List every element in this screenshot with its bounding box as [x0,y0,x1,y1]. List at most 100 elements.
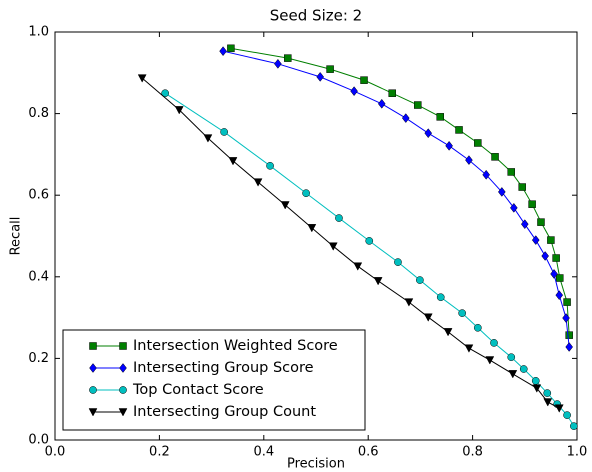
marker [482,169,490,180]
marker [280,201,290,210]
y-tick-label: 0.4 [28,269,49,284]
marker [473,323,482,332]
marker [424,128,433,139]
marker [554,404,564,413]
x-tick-label: 0.0 [45,445,66,460]
marker [423,313,433,322]
marker [328,242,338,251]
marker [541,251,549,261]
marker [519,365,528,373]
marker [416,276,424,284]
marker [562,313,570,323]
marker [491,153,499,161]
marker [498,187,506,197]
legend-marker [89,363,97,373]
marker [436,113,444,121]
marker [302,189,310,198]
y-tick-label: 0.2 [28,351,49,366]
marker [203,134,213,143]
marker [284,54,292,62]
marker [547,236,555,244]
marker [274,58,282,69]
marker [520,219,529,230]
marker [528,200,536,208]
legend-label: Top Contact Score [132,382,264,398]
legend-marker [119,342,127,350]
x-tick-label: 0.8 [462,445,483,460]
marker [464,344,474,353]
marker [219,46,227,57]
marker [316,71,324,82]
marker [474,139,482,147]
marker [373,277,383,286]
marker [174,106,184,115]
marker [518,183,526,191]
marker [563,411,571,419]
marker [227,44,235,53]
marker [228,157,238,166]
x-axis-label: Precision [287,457,345,472]
marker [350,86,358,97]
marker [414,101,422,109]
legend-label: Intersecting Group Score [133,360,314,376]
marker [507,168,515,176]
marker [266,161,274,170]
y-tick-label: 0.6 [28,188,49,203]
series-line [230,47,570,336]
marker [404,298,414,307]
legend-marker [89,342,97,350]
legend: Intersection Weighted Score Intersecting … [62,329,366,431]
marker [490,339,498,347]
marker [436,293,445,302]
marker [307,224,317,233]
marker [570,422,578,430]
marker [543,389,552,397]
marker [507,353,516,362]
y-tick-label: 1.0 [28,25,49,40]
legend-marker [119,386,127,394]
marker [458,309,467,317]
legend-box [62,329,366,431]
marker [565,331,573,339]
marker [485,356,495,365]
marker [445,140,453,151]
y-axis-label: Recall [9,217,24,256]
marker [388,89,396,97]
plot-frame [54,31,578,441]
marker [510,202,518,213]
legend-label: Intersecting Group Count [133,404,316,420]
marker [377,98,386,109]
y-tick-label: 0.8 [28,106,49,121]
marker [465,155,473,166]
marker [550,269,558,279]
marker [455,126,463,134]
marker [401,113,410,123]
x-tick-label: 0.6 [358,445,379,460]
marker [537,218,545,226]
marker [253,178,263,187]
marker [555,290,564,301]
marker [394,258,402,266]
marker [220,128,228,136]
marker [563,298,571,306]
legend-marker [89,386,97,394]
legend-marker [119,363,127,373]
y-tick-label: 0.0 [28,433,49,448]
marker [365,237,374,245]
marker [326,65,334,73]
marker [360,76,368,84]
marker [353,262,363,271]
chart-title: Seed Size: 2 [270,7,362,25]
marker [531,235,540,245]
marker [161,89,169,98]
legend-label: Intersection Weighted Score [133,338,338,354]
marker [508,370,518,379]
x-tick-label: 0.2 [149,445,170,460]
marker [565,342,573,352]
marker [443,328,453,337]
marker [531,376,540,385]
marker [137,74,147,83]
legend-marker [118,408,128,417]
